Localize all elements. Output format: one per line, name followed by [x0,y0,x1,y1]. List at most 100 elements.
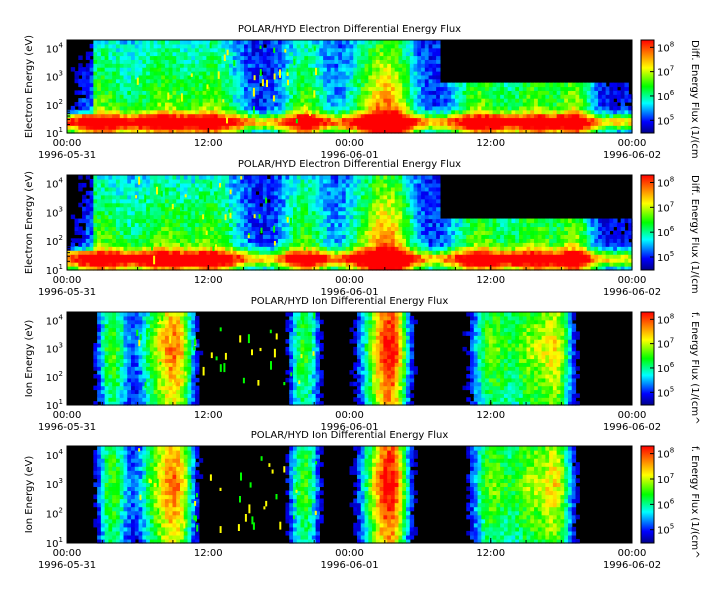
heatmap-cell [368,117,373,122]
heatmap-cell [338,109,343,115]
heatmap-cell [402,125,407,130]
heatmap-cell [560,105,565,111]
heatmap-cell [123,82,128,88]
heatmap-cell [296,63,302,68]
heatmap-cell [127,198,132,204]
heatmap-cell [240,202,245,208]
heatmap-cell [82,125,87,130]
heatmap-cell [168,254,174,259]
heatmap-cell [217,218,223,224]
heatmap-cell [228,186,234,192]
heatmap-cell [202,94,207,99]
heatmap-cell [293,117,298,122]
heatmap-cell [149,210,155,216]
heatmap-cell [104,214,110,220]
heatmap-cell [97,238,102,243]
heatmap-cell [89,214,94,220]
heatmap-cell [195,262,200,267]
heatmap-cell [225,238,230,243]
heatmap-cell [330,254,336,259]
heatmap-cell [341,55,347,60]
heatmap-cell [270,71,275,76]
heatmap-cell [206,102,211,107]
heatmap-cell [168,230,174,235]
heatmap-cell [338,71,343,76]
heatmap-cell [115,254,121,259]
heatmap-cell [247,178,253,184]
heatmap-cell [281,178,287,184]
heatmap-cell [183,86,189,91]
heatmap-cell [451,129,456,134]
heatmap-cell [112,250,117,255]
heatmap-cell [93,198,98,204]
heatmap-cell [390,78,396,84]
heatmap-cell [157,74,162,80]
heatmap-cell [93,43,98,49]
heatmap-cell [338,254,343,259]
heatmap-cell [198,71,204,76]
heatmap-cell [296,40,302,45]
heatmap-cell [360,250,366,255]
heatmap-cell [153,186,158,192]
heatmap-cell [195,90,200,95]
heatmap-cell [172,238,177,243]
heatmap-cell [432,117,437,122]
heatmap-cell [266,78,271,84]
heatmap-cell [375,258,381,263]
heatmap-cell [613,94,618,99]
heatmap-cell [406,55,411,60]
heatmap-cell [605,86,610,91]
heatmap-cell [138,117,143,122]
heatmap-cell [127,55,132,60]
heatmap-cell [198,125,204,130]
heatmap-cell [153,63,158,68]
heatmap-cell [247,210,253,216]
heatmap-cell [119,194,125,200]
heatmap-cell [424,94,430,99]
heatmap-cell [323,63,328,68]
heatmap-cell [225,125,230,130]
heatmap-cell [289,246,294,251]
heatmap-cell [319,109,324,115]
heatmap-cell [119,242,125,247]
heatmap-cell [485,129,490,134]
heatmap-cell [323,250,328,255]
heatmap-cell [496,86,501,91]
heatmap-cell [198,129,204,134]
heatmap-cell [191,129,196,134]
heatmap-cell [202,214,207,220]
heatmap-cell [164,190,170,196]
heatmap-cell [274,74,279,80]
heatmap-cell [398,78,403,84]
heatmap-cell [424,63,430,68]
heatmap-cell [236,47,241,53]
heatmap-cell [78,266,83,271]
heatmap-cell [398,74,403,80]
heatmap-cell [293,226,298,232]
heatmap-cell [308,258,313,263]
heatmap-cell [409,43,415,49]
heatmap-cell [368,230,373,235]
heatmap-cell [97,71,102,76]
heatmap-cell [172,266,177,271]
heatmap-cell [319,67,324,72]
heatmap-cell [274,262,279,267]
heatmap-cell [537,86,543,91]
heatmap-cell [195,121,200,126]
heatmap-cell [157,47,162,53]
heatmap-cell [89,194,94,200]
heatmap-cell [161,226,166,232]
heatmap-cell [240,121,245,126]
heatmap-cell [353,121,358,126]
heatmap-speckle [284,49,287,53]
heatmap-cell [206,90,211,95]
heatmap-cell [123,250,128,255]
heatmap-cell [624,121,629,126]
heatmap-cell [409,105,415,111]
heatmap-cell [375,67,381,72]
heatmap-cell [308,198,313,204]
heatmap-cell [119,222,125,228]
heatmap-cell [67,121,72,126]
heatmap-cell [70,258,76,263]
heatmap-cell [296,59,302,64]
